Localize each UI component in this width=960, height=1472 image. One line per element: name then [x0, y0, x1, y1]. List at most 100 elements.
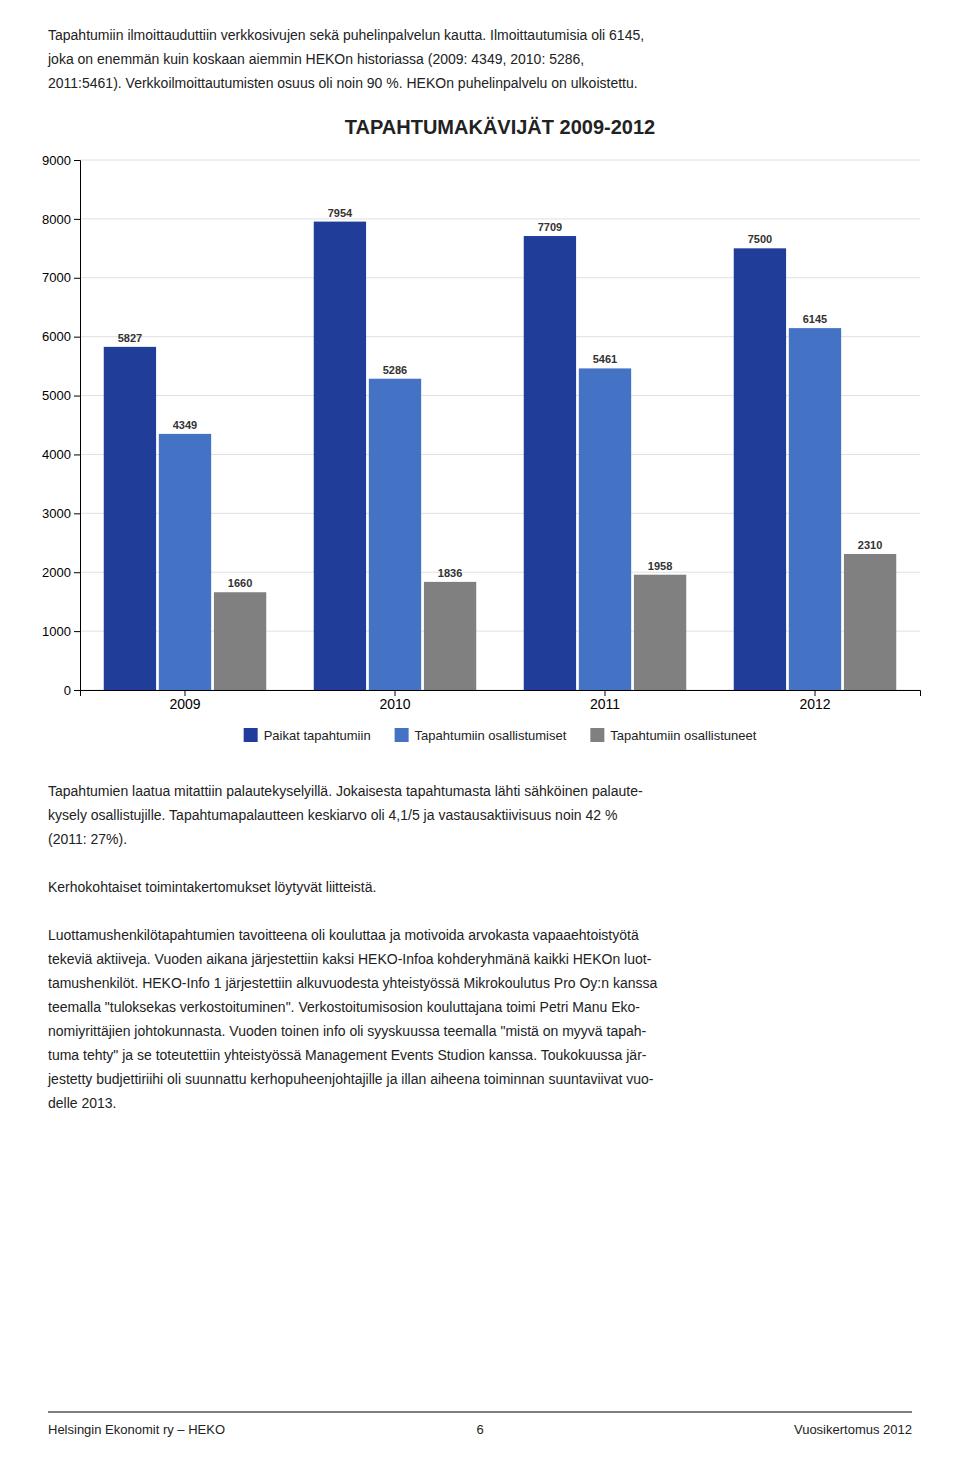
- data-label: 7954: [328, 207, 353, 219]
- paragraph-line: tamushenkilöt. HEKO-Info 1 järjestettiin…: [48, 975, 657, 991]
- y-tick: 7000: [42, 270, 80, 285]
- paragraph-line: Luottamushenkilötapahtumien tavoitteena …: [48, 927, 639, 943]
- y-tick-mark: [74, 454, 80, 455]
- grid-line: [80, 160, 920, 161]
- legend-swatch: [244, 728, 258, 742]
- legend-label: Tapahtumiin osallistuneet: [610, 728, 756, 743]
- bar-series: [104, 222, 786, 690]
- chart-title: TAPAHTUMAKÄVIJÄT 2009-2012: [345, 116, 655, 138]
- footer-right: Vuosikertomus 2012: [794, 1422, 912, 1437]
- bar: [844, 554, 896, 690]
- bar: [214, 592, 266, 690]
- x-tick: 2011: [590, 690, 620, 712]
- paragraph-line: (2011: 27%).: [48, 831, 127, 847]
- x-axis-line: [81, 691, 921, 697]
- y-tick: 8000: [42, 212, 80, 227]
- x-tick-label: 2010: [379, 696, 410, 712]
- y-axis: 0 1000 2000 3000 4000 5000 6000 7000 8000 9000: [42, 153, 80, 698]
- x-tick: 2012: [799, 690, 830, 712]
- y-tick-label: 2000: [42, 565, 71, 580]
- y-tick-label: 3000: [42, 506, 71, 521]
- x-axis: 2009 2010 2011 2012: [81, 690, 921, 712]
- grid-line: [80, 277, 920, 278]
- y-tick: 5000: [42, 388, 80, 403]
- y-tick-label: 7000: [42, 270, 71, 285]
- data-label: 1836: [438, 567, 462, 579]
- bars: [104, 222, 896, 690]
- bar-series: [159, 328, 841, 690]
- paragraph-line: nomiyrittäjien johtokunnasta. Vuoden toi…: [48, 1023, 647, 1039]
- paragraph-line: tuma tehty" ja se toteutettiin yhteistyö…: [48, 1047, 647, 1063]
- bar-series: [214, 554, 896, 690]
- y-tick-label: 1000: [42, 624, 71, 639]
- x-tick-label: 2011: [590, 696, 620, 712]
- y-tick: 3000: [42, 506, 80, 521]
- y-tick: 0: [64, 683, 80, 698]
- y-tick-label: 5000: [42, 388, 71, 403]
- paragraph-line: jestetty budjettiriihi oli suunnattu ker…: [47, 1071, 654, 1087]
- legend-item: Paikat tapahtumiin: [244, 728, 371, 743]
- y-tick-label: 4000: [42, 447, 71, 462]
- paragraph-line: kysely osallistujille. Tapahtumapalautte…: [48, 807, 617, 823]
- paragraph-line: delle 2013.: [48, 1095, 117, 1111]
- y-tick: 9000: [42, 153, 80, 168]
- x-tick-label: 2009: [169, 696, 200, 712]
- data-label: 6145: [803, 313, 827, 325]
- paragraph-line: Kerhokohtaiset toimintakertomukset löyty…: [48, 879, 376, 895]
- data-label: 4349: [173, 419, 197, 431]
- y-tick-mark: [74, 690, 80, 691]
- bar: [524, 236, 576, 690]
- data-label: 5286: [383, 364, 407, 376]
- paragraph-line: tekeviä aktiiveja. Vuoden aikana järjest…: [48, 951, 652, 967]
- data-labels: 5827795477097500434952865461614516601836…: [118, 207, 883, 590]
- data-label: 1660: [228, 577, 252, 589]
- legend-item: Tapahtumiin osallistuneet: [590, 728, 756, 743]
- y-tick: 1000: [42, 624, 80, 639]
- legend-swatch: [590, 728, 604, 742]
- bar: [314, 222, 366, 690]
- x-tick: 2009: [169, 690, 200, 712]
- data-label: 2310: [858, 539, 882, 551]
- y-tick-mark: [74, 337, 80, 338]
- bar: [579, 368, 631, 690]
- legend-label: Paikat tapahtumiin: [264, 728, 371, 743]
- paragraph-line: Tapahtumien laatua mitattiin palautekyse…: [48, 783, 643, 799]
- data-label: 7709: [538, 221, 562, 233]
- y-tick-label: 8000: [42, 212, 71, 227]
- bar: [424, 582, 476, 690]
- data-label: 1958: [648, 560, 672, 572]
- grid: [80, 160, 920, 690]
- bar: [159, 434, 211, 690]
- y-tick: 2000: [42, 565, 80, 580]
- legend-item: Tapahtumiin osallistumiset: [395, 728, 567, 743]
- bar: [369, 379, 421, 690]
- bar: [104, 347, 156, 690]
- y-tick-label: 6000: [42, 329, 71, 344]
- y-tick-mark: [74, 396, 80, 397]
- y-tick: 4000: [42, 447, 80, 462]
- legend-label: Tapahtumiin osallistumiset: [415, 728, 567, 743]
- x-tick: 2010: [379, 690, 410, 712]
- data-label: 5461: [593, 353, 617, 365]
- y-tick-mark: [74, 631, 80, 632]
- y-tick-mark: [74, 278, 80, 279]
- top-texts: Tapahtumiin ilmoittauduttiin verkkosivuj…: [47, 27, 644, 91]
- y-tick: 6000: [42, 329, 80, 344]
- y-tick-label: 0: [64, 683, 71, 698]
- footer-left: Helsingin Ekonomit ry – HEKO: [48, 1422, 225, 1437]
- bar: [734, 248, 786, 690]
- legend: Paikat tapahtumiin Tapahtumiin osallistum…: [244, 728, 757, 743]
- y-axis-line: [74, 161, 81, 691]
- y-tick-mark: [74, 513, 80, 514]
- y-tick-mark: [74, 572, 80, 573]
- paragraph-line: 2011:5461). Verkkoilmoittautumisten osuu…: [48, 75, 638, 91]
- paragraph-line: joka on enemmän kuin koskaan aiemmin HEK…: [47, 51, 584, 67]
- below-texts: Tapahtumien laatua mitattiin palautekyse…: [47, 783, 657, 1111]
- y-tick-label: 9000: [42, 153, 71, 168]
- y-tick-mark: [74, 219, 80, 220]
- data-label: 7500: [748, 233, 772, 245]
- paragraph-line: Tapahtumiin ilmoittauduttiin verkkosivuj…: [48, 27, 644, 43]
- x-tick-label: 2012: [799, 696, 830, 712]
- legend-swatch: [395, 728, 409, 742]
- page: Tapahtumiin ilmoittauduttiin verkkosivuj…: [0, 0, 960, 1472]
